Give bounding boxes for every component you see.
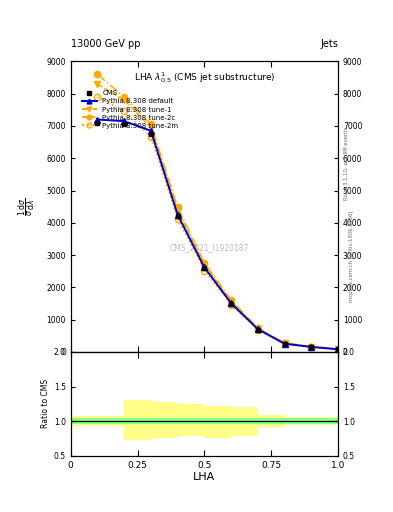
Text: mcplots.cern.ch [arXiv:1306.3436]: mcplots.cern.ch [arXiv:1306.3436] [349, 210, 354, 302]
Text: 13000 GeV pp: 13000 GeV pp [71, 38, 140, 49]
Text: CMS_2021_I1920187: CMS_2021_I1920187 [170, 243, 250, 252]
Text: LHA $\lambda^{1}_{0.5}$ (CMS jet substructure): LHA $\lambda^{1}_{0.5}$ (CMS jet substru… [134, 70, 275, 85]
Text: Jets: Jets [320, 38, 338, 49]
Text: Rivet 3.1.10, ≥ 3.3M events: Rivet 3.1.10, ≥ 3.3M events [344, 127, 349, 201]
X-axis label: LHA: LHA [193, 472, 215, 482]
Y-axis label: $\frac{1}{\sigma}\frac{\mathrm{d}\sigma}{\mathrm{d}\lambda}$: $\frac{1}{\sigma}\frac{\mathrm{d}\sigma}… [17, 198, 38, 216]
Y-axis label: Ratio to CMS: Ratio to CMS [40, 379, 50, 429]
Legend: CMS, Pythia 8.308 default, Pythia 8.308 tune-1, Pythia 8.308 tune-2c, Pythia 8.3: CMS, Pythia 8.308 default, Pythia 8.308 … [79, 88, 181, 131]
